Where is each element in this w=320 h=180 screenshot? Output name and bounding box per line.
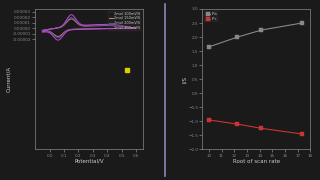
2mol 150mV/S: [85, 28, 89, 30]
2mol 100mV/S: [114, 27, 118, 30]
IPc: [300, 133, 304, 135]
IPa: [236, 36, 239, 38]
2mol 300mV/S: [52, 28, 56, 30]
IPa: [207, 46, 211, 48]
2mol 100mV/S: [40, 29, 44, 31]
Line: IPa: IPa: [207, 21, 303, 49]
2mol 200mV/S: [119, 27, 123, 30]
2mol 300mV/S: [119, 27, 123, 30]
IPc: [236, 123, 239, 125]
2mol 150mV/S: [66, 29, 70, 31]
X-axis label: Potential/V: Potential/V: [74, 159, 104, 164]
2mol 300mV/S: [69, 14, 73, 16]
IPa: [260, 29, 263, 31]
Line: 2mol 150mV/S: 2mol 150mV/S: [42, 19, 136, 36]
2mol 200mV/S: [52, 28, 56, 30]
2mol 300mV/S: [66, 30, 70, 32]
Line: IPc: IPc: [207, 118, 303, 136]
IPc: [207, 119, 211, 121]
2mol 100mV/S: [66, 29, 70, 31]
IPa: [300, 22, 304, 24]
2mol 100mV/S: [56, 34, 60, 36]
IPc: [260, 127, 263, 129]
Line: 2mol 100mV/S: 2mol 100mV/S: [42, 21, 136, 35]
2mol 200mV/S: [85, 28, 89, 30]
2mol 150mV/S: [40, 30, 44, 32]
2mol 300mV/S: [40, 30, 44, 32]
Line: 2mol 200mV/S: 2mol 200mV/S: [42, 17, 136, 38]
2mol 150mV/S: [119, 27, 123, 30]
2mol 200mV/S: [69, 16, 73, 19]
2mol 150mV/S: [108, 27, 112, 30]
2mol 300mV/S: [114, 28, 118, 30]
2mol 100mV/S: [40, 29, 44, 31]
Y-axis label: Current/A: Current/A: [6, 66, 11, 92]
Line: 2mol 300mV/S: 2mol 300mV/S: [42, 15, 136, 40]
2mol 200mV/S: [66, 29, 70, 31]
2mol 200mV/S: [40, 30, 44, 32]
2mol 100mV/S: [69, 19, 73, 22]
2mol 300mV/S: [56, 39, 60, 41]
2mol 200mV/S: [56, 37, 60, 39]
2mol 300mV/S: [85, 28, 89, 30]
2mol 200mV/S: [114, 27, 118, 30]
2mol 150mV/S: [56, 35, 60, 37]
2mol 150mV/S: [69, 18, 73, 20]
2mol 150mV/S: [52, 27, 56, 30]
2mol 100mV/S: [119, 27, 123, 30]
2mol 100mV/S: [85, 28, 89, 30]
X-axis label: Root of scan rate: Root of scan rate: [233, 159, 280, 164]
Y-axis label: I/S: I/S: [182, 76, 187, 83]
2mol 100mV/S: [52, 27, 56, 30]
Legend: IPa, IPc: IPa, IPc: [204, 11, 218, 22]
2mol 300mV/S: [108, 28, 112, 30]
2mol 150mV/S: [114, 27, 118, 30]
2mol 200mV/S: [40, 30, 44, 32]
2mol 150mV/S: [40, 29, 44, 31]
2mol 300mV/S: [40, 31, 44, 33]
Legend: 2mol 100mV/S, 2mol 150mV/S, 2mol 200mV/S, 2mol 300mV/S: 2mol 100mV/S, 2mol 150mV/S, 2mol 200mV/S…: [108, 11, 141, 31]
2mol 100mV/S: [108, 27, 112, 30]
2mol 200mV/S: [108, 28, 112, 30]
